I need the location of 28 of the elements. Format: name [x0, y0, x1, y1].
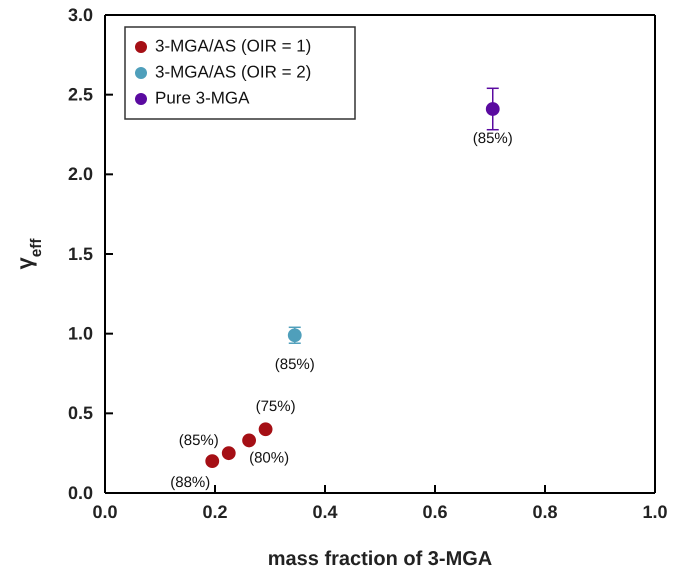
point	[205, 454, 220, 468]
y-tick-label: 1.0	[68, 323, 93, 344]
y-tick-label: 0.0	[68, 482, 93, 503]
y-tick-label: 0.5	[68, 403, 93, 424]
y-tick-label: 1.5	[68, 244, 93, 264]
x-tick-label: 0.6	[422, 502, 448, 522]
annotation: (85%)	[472, 130, 513, 147]
x-axis-title: mass fraction of 3-MGA	[268, 548, 492, 570]
x-tick-label: 0.0	[92, 502, 118, 522]
point	[486, 102, 500, 116]
x-tick-label: 0.4	[312, 502, 338, 522]
y-tick-label: 2.5	[68, 84, 93, 104]
annotation: (88%)	[170, 474, 210, 492]
x-tick-label: 1.0	[642, 502, 668, 522]
legend-label: 3-MGA/AS (OIR = 1)	[155, 36, 312, 56]
point	[258, 422, 273, 436]
y-tick-label: 3.0	[68, 4, 93, 25]
annotation: (85%)	[178, 432, 219, 450]
annotation: (75%)	[256, 398, 296, 416]
point	[242, 434, 256, 448]
annotation: (80%)	[249, 449, 290, 466]
x-tick-label: 0.8	[532, 502, 558, 522]
legend-label: Pure 3-MGA	[155, 88, 250, 108]
legend-label: 3-MGA/AS (OIR = 2)	[155, 62, 312, 82]
point	[222, 446, 236, 460]
x-tick-label: 0.2	[202, 502, 228, 522]
y-tick-label: 2.0	[68, 164, 93, 184]
annotation: (85%)	[274, 356, 315, 374]
